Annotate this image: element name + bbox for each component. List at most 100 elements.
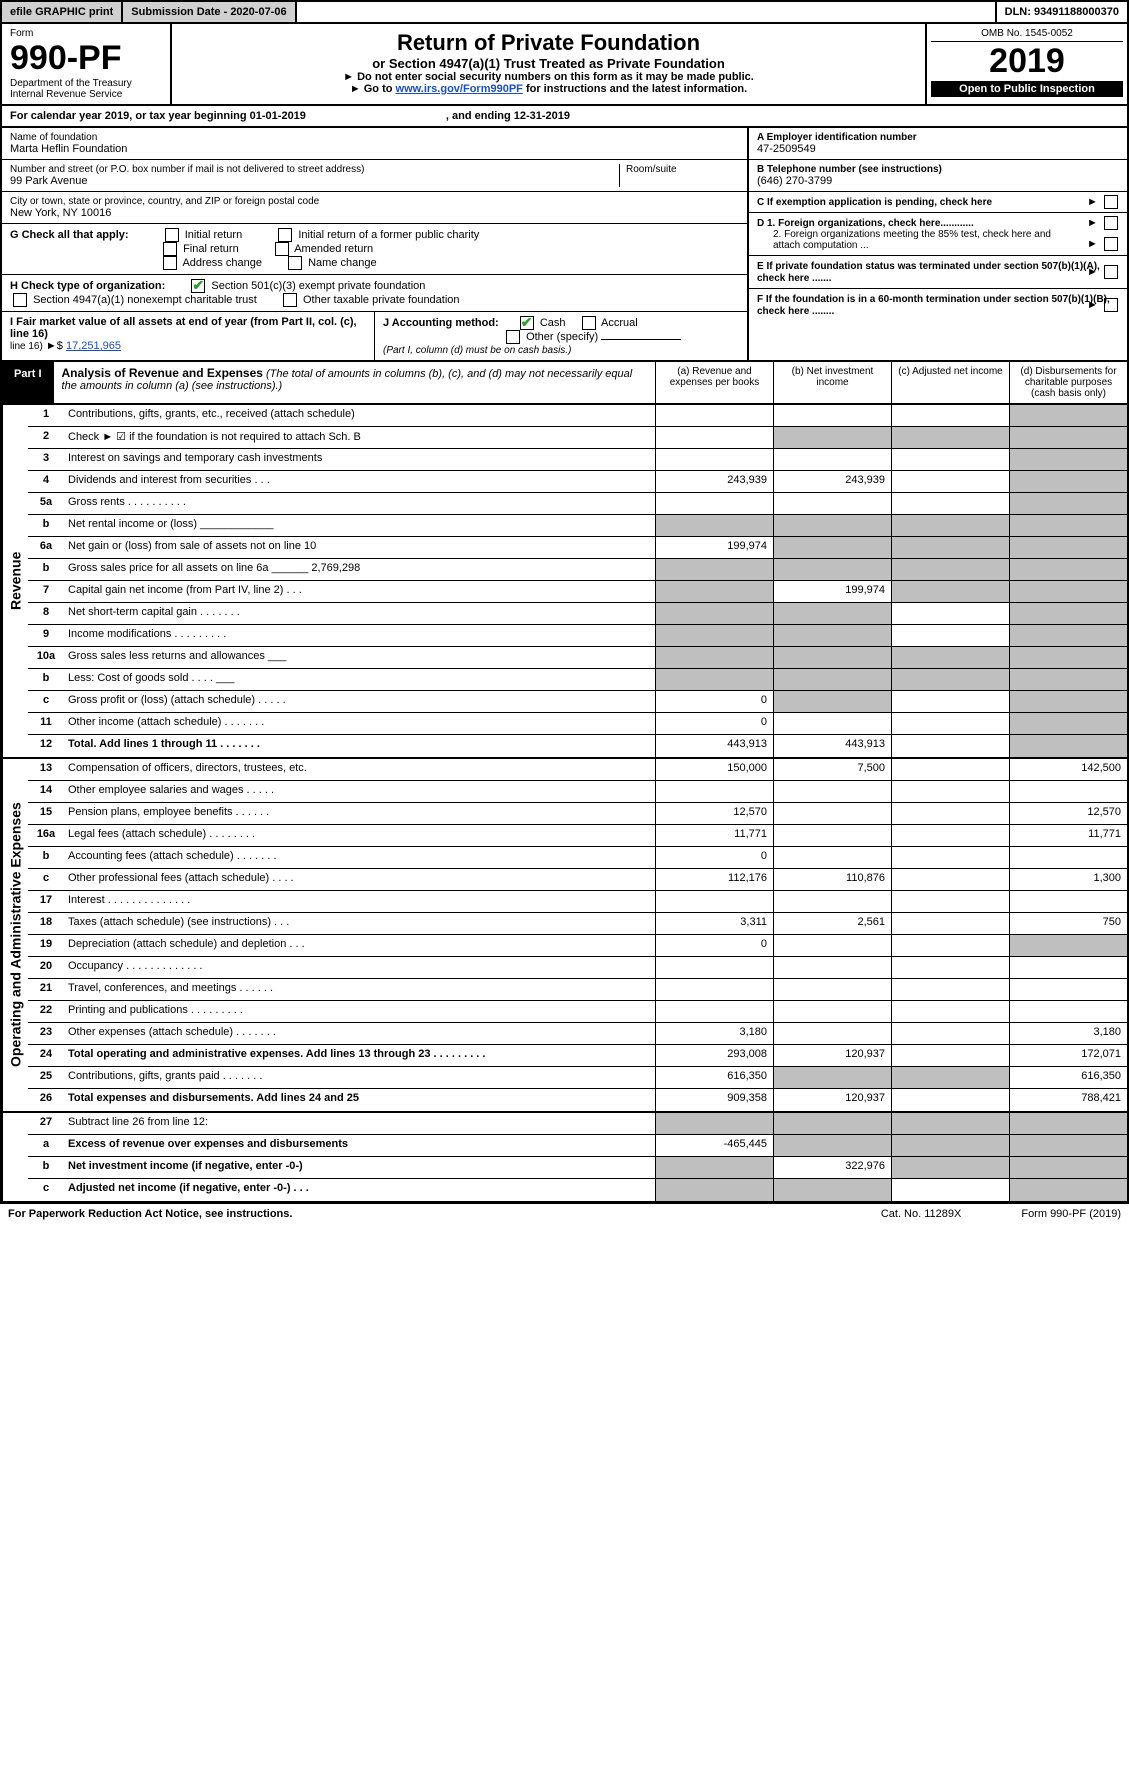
chk-name-change[interactable] <box>288 256 302 270</box>
table-row: 23 Other expenses (attach schedule) . . … <box>28 1023 1127 1045</box>
open-to-public: Open to Public Inspection <box>931 81 1123 97</box>
row-num: 3 <box>28 449 64 470</box>
row-num: a <box>28 1135 64 1156</box>
col-b-val <box>773 691 891 712</box>
section-g: G Check all that apply: Initial return I… <box>2 224 747 275</box>
row-label: Contributions, gifts, grants, etc., rece… <box>64 405 655 426</box>
col-c-val <box>891 493 1009 514</box>
col-c-val <box>891 1179 1009 1201</box>
chk-exemption-pending[interactable] <box>1104 195 1118 209</box>
col-d-val <box>1009 781 1127 802</box>
col-a-val <box>655 669 773 690</box>
col-c-val <box>891 691 1009 712</box>
city-cell: City or town, state or province, country… <box>2 192 747 224</box>
section-ij: I Fair market value of all assets at end… <box>2 312 747 360</box>
chk-accrual[interactable] <box>582 316 596 330</box>
table-row: 10a Gross sales less returns and allowan… <box>28 647 1127 669</box>
table-row: 14 Other employee salaries and wages . .… <box>28 781 1127 803</box>
chk-status-terminated[interactable] <box>1104 265 1118 279</box>
col-d-val <box>1009 625 1127 646</box>
col-b-val: 443,913 <box>773 735 891 757</box>
row-label: Net investment income (if negative, ente… <box>64 1157 655 1178</box>
col-d-val <box>1009 979 1127 1000</box>
section-e: E If private foundation status was termi… <box>749 256 1127 289</box>
col-d-val <box>1009 1135 1127 1156</box>
col-c-val <box>891 537 1009 558</box>
chk-amended-return[interactable] <box>275 242 289 256</box>
col-c-val <box>891 1045 1009 1066</box>
col-a-val: 909,358 <box>655 1089 773 1111</box>
expenses-rows: 13 Compensation of officers, directors, … <box>28 759 1127 1111</box>
net-sidelabel <box>2 1113 28 1201</box>
col-a-val <box>655 781 773 802</box>
table-row: b Less: Cost of goods sold . . . . ___ <box>28 669 1127 691</box>
footer-left: For Paperwork Reduction Act Notice, see … <box>8 1208 292 1220</box>
col-a-val: 243,939 <box>655 471 773 492</box>
col-b-val: 322,976 <box>773 1157 891 1178</box>
chk-501c3[interactable] <box>191 279 205 293</box>
table-row: 15 Pension plans, employee benefits . . … <box>28 803 1127 825</box>
header-middle: Return of Private Foundation or Section … <box>172 24 927 104</box>
net-rows: 27 Subtract line 26 from line 12: a Exce… <box>28 1113 1127 1201</box>
table-row: 1 Contributions, gifts, grants, etc., re… <box>28 405 1127 427</box>
submission-date: Submission Date - 2020-07-06 <box>123 2 296 22</box>
col-b-val <box>773 559 891 580</box>
chk-final-return[interactable] <box>163 242 177 256</box>
row-label: Capital gain net income (from Part IV, l… <box>64 581 655 602</box>
col-b-val <box>773 625 891 646</box>
col-b-val <box>773 825 891 846</box>
row-label: Subtract line 26 from line 12: <box>64 1113 655 1134</box>
col-a-val <box>655 979 773 1000</box>
col-d-val: 172,071 <box>1009 1045 1127 1066</box>
header-right: OMB No. 1545-0052 2019 Open to Public In… <box>927 24 1127 104</box>
d1-label: D 1. Foreign organizations, check here..… <box>757 218 974 229</box>
row-num: 7 <box>28 581 64 602</box>
row-label: Total expenses and disbursements. Add li… <box>64 1089 655 1111</box>
col-c-val <box>891 1089 1009 1111</box>
chk-initial-return-public[interactable] <box>278 228 292 242</box>
fmv-link[interactable]: 17,251,965 <box>66 340 121 352</box>
col-d-val <box>1009 427 1127 448</box>
col-d-val: 3,180 <box>1009 1023 1127 1044</box>
col-a-val <box>655 405 773 426</box>
efile-print-button[interactable]: efile GRAPHIC print <box>2 2 123 22</box>
h-label: H Check type of organization: <box>10 280 165 292</box>
irs-link[interactable]: www.irs.gov/Form990PF <box>396 83 523 95</box>
col-b-val <box>773 449 891 470</box>
chk-other-method[interactable] <box>506 330 520 344</box>
opt-4947a1: Section 4947(a)(1) nonexempt charitable … <box>33 294 257 306</box>
chk-address-change[interactable] <box>163 256 177 270</box>
info-right: A Employer identification number 47-2509… <box>747 128 1127 360</box>
col-b-val: 2,561 <box>773 913 891 934</box>
row-num: 9 <box>28 625 64 646</box>
chk-foreign-org[interactable] <box>1104 216 1118 230</box>
col-a-hdr: (a) Revenue and expenses per books <box>655 362 773 403</box>
row-num: 20 <box>28 957 64 978</box>
col-a-val: 11,771 <box>655 825 773 846</box>
col-a-val <box>655 1001 773 1022</box>
row-num: 12 <box>28 735 64 757</box>
chk-4947a1[interactable] <box>13 293 27 307</box>
chk-initial-return[interactable] <box>165 228 179 242</box>
row-num: 22 <box>28 1001 64 1022</box>
row-num: 19 <box>28 935 64 956</box>
col-d-val <box>1009 603 1127 624</box>
chk-other-taxable[interactable] <box>283 293 297 307</box>
row-label: Taxes (attach schedule) (see instruction… <box>64 913 655 934</box>
opt-other-taxable: Other taxable private foundation <box>303 294 460 306</box>
col-d-val: 750 <box>1009 913 1127 934</box>
col-c-val <box>891 935 1009 956</box>
chk-60month[interactable] <box>1104 298 1118 312</box>
col-b-val <box>773 979 891 1000</box>
chk-85pct[interactable] <box>1104 237 1118 251</box>
table-row: 6a Net gain or (loss) from sale of asset… <box>28 537 1127 559</box>
col-b-val <box>773 1179 891 1201</box>
col-b-val <box>773 1113 891 1134</box>
opt-initial-public: Initial return of a former public charit… <box>298 229 479 241</box>
chk-cash[interactable] <box>520 316 534 330</box>
table-row: 18 Taxes (attach schedule) (see instruct… <box>28 913 1127 935</box>
col-a-val: 616,350 <box>655 1067 773 1088</box>
col-b-val <box>773 647 891 668</box>
col-a-val <box>655 427 773 448</box>
footer-right: Form 990-PF (2019) <box>1021 1208 1121 1220</box>
